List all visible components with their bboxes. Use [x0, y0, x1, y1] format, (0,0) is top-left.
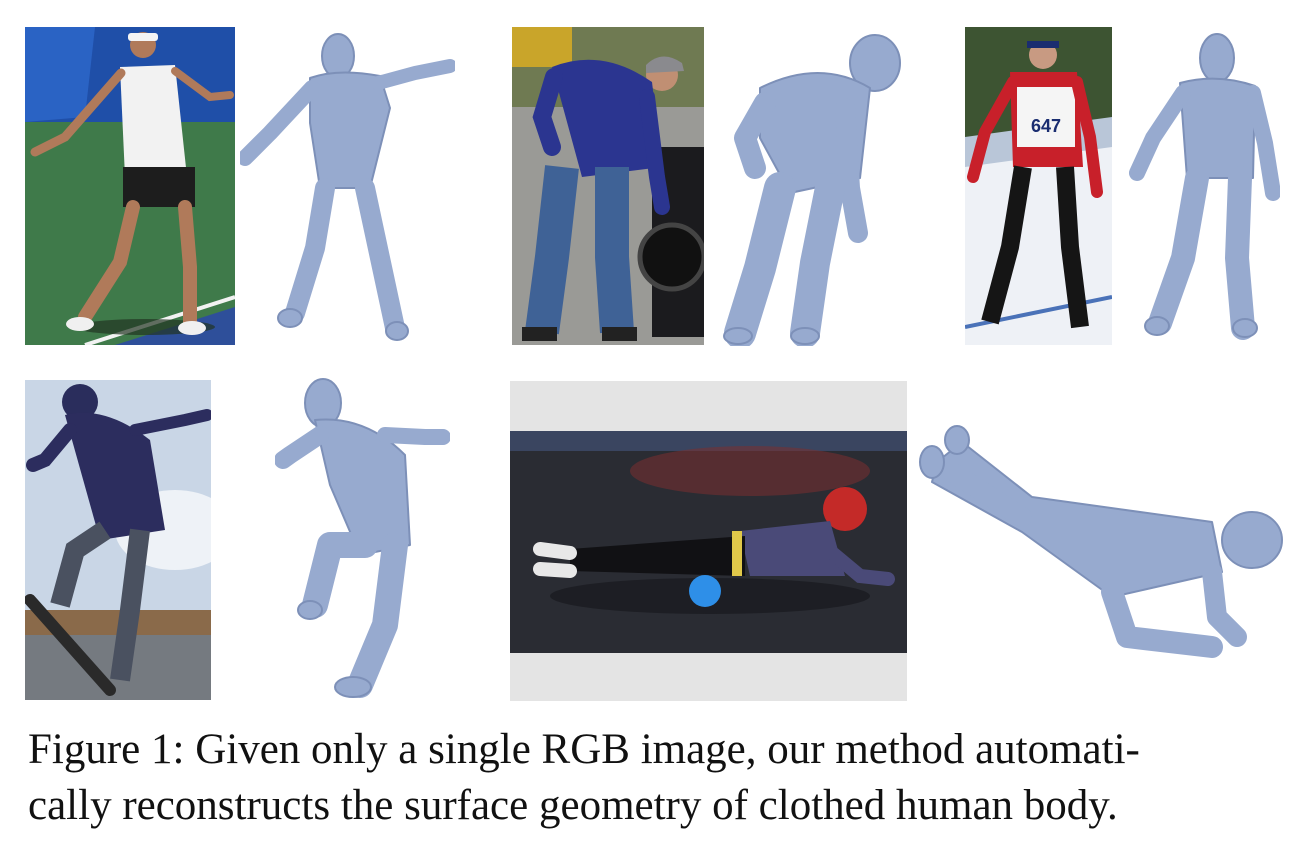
- tennis-player-photo: [25, 27, 235, 345]
- bib-number: 647: [1031, 116, 1061, 136]
- skateboarder-photo: [25, 380, 211, 700]
- woman-foam-roller-plank-photo: [510, 381, 907, 701]
- caption-line-1: Figure 1: Given only a single RGB image,…: [28, 726, 1140, 773]
- man-bending-by-motorcycle-photo: [512, 27, 704, 345]
- skier-mesh: [1125, 28, 1280, 346]
- woman-plank-mesh: [912, 422, 1287, 667]
- figure: 647: [25, 27, 1287, 705]
- tennis-player-mesh: [240, 28, 455, 346]
- caption-line-2: cally reconstructs the surface geometry …: [28, 782, 1118, 829]
- figure-caption: Figure 1: Given only a single RGB image,…: [28, 722, 1290, 834]
- man-bending-mesh: [710, 28, 910, 346]
- cross-country-skier-photo: 647: [965, 27, 1112, 345]
- skateboarder-mesh: [275, 375, 450, 705]
